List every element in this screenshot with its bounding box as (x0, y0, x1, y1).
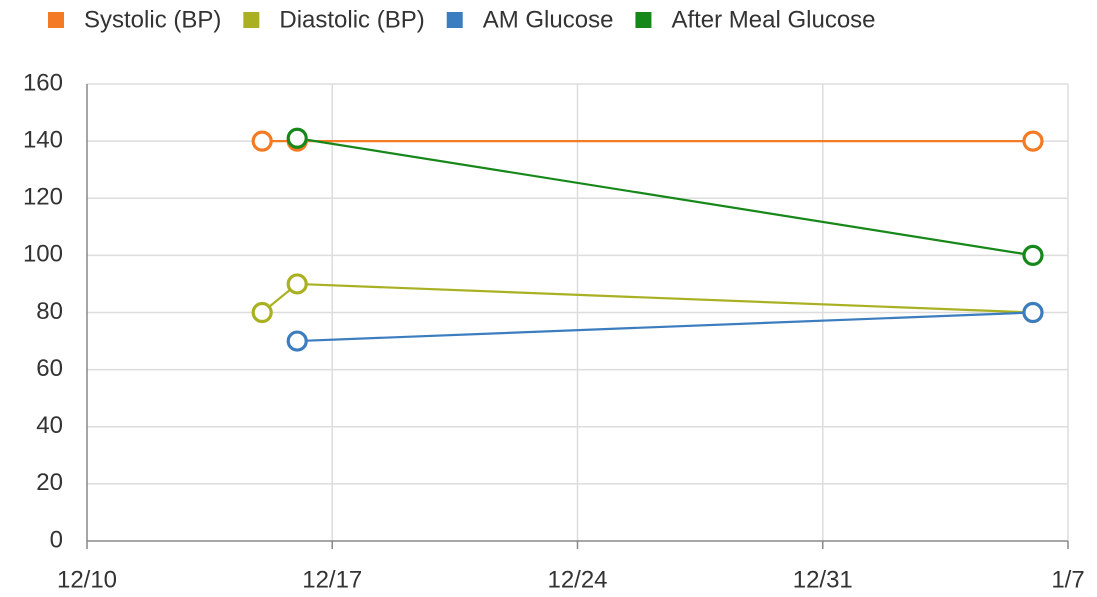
legend-swatch (243, 12, 260, 28)
x-tick-label: 12/31 (793, 566, 853, 593)
legend-label: After Meal Glucose (671, 6, 875, 33)
data-point (1022, 301, 1044, 324)
y-tick-label: 40 (36, 412, 63, 439)
y-tick-label: 160 (23, 69, 63, 96)
x-tick-label: 12/24 (547, 566, 607, 593)
legend-swatch (48, 12, 64, 28)
series-line (261, 282, 1034, 314)
y-tick-label: 60 (36, 355, 63, 382)
legend-label: Diastolic (BP) (279, 6, 424, 33)
data-point (251, 130, 273, 152)
data-point (1022, 244, 1044, 266)
y-tick-label: 100 (23, 241, 63, 268)
y-tick-label: 140 (23, 126, 63, 153)
y-tick-label: 80 (36, 298, 63, 325)
y-tick-label: 120 (23, 184, 63, 211)
legend-swatch (446, 12, 463, 28)
legend-label: Systolic (BP) (84, 6, 221, 33)
y-tick-label: 20 (36, 469, 63, 496)
legend-label: AM Glucose (483, 6, 614, 33)
series-line (297, 137, 1034, 257)
data-point (286, 330, 308, 352)
y-tick-label: 0 (50, 526, 63, 553)
x-tick-label: 12/10 (57, 566, 117, 593)
data-point (1022, 130, 1044, 152)
data-point (286, 127, 308, 149)
x-tick-label: 1/7 (1051, 566, 1084, 593)
data-point (286, 273, 308, 295)
grid (87, 83, 1069, 541)
data-point (251, 301, 273, 324)
x-tick-label: 12/17 (302, 566, 362, 593)
legend-swatch (635, 12, 652, 28)
series-line (297, 311, 1034, 343)
